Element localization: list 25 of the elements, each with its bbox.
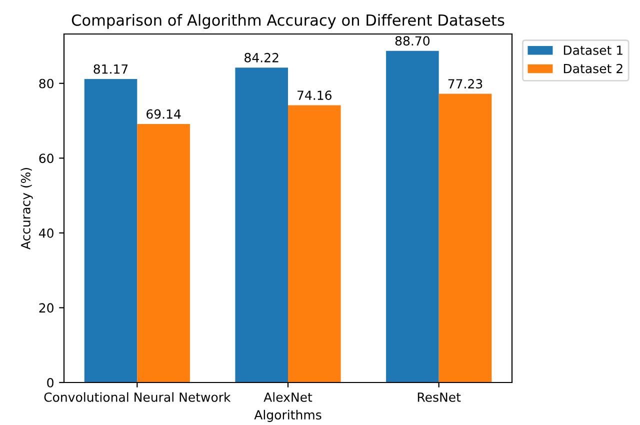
bar [438,94,492,382]
x-axis-title: Algorithms [254,410,322,422]
bar [288,105,341,382]
y-axis-title: Accuracy (%) [20,168,33,250]
data-label: 81.17 [94,64,128,74]
x-tick-label: Convolutional Neural Network [44,392,231,402]
y-tick-label: 60 [39,154,54,164]
bar [84,78,138,382]
data-label: 84.22 [244,52,278,62]
y-tick-label: 20 [39,303,54,313]
data-label: 77.23 [448,79,482,89]
data-label: 74.16 [298,90,332,100]
chart-title: Comparison of Algorithm Accuracy on Different Datasets [72,14,504,29]
y-tick-label: 40 [38,228,54,238]
x-tick-label: AlexNet [264,392,312,402]
data-label: 69.14 [146,109,181,119]
legend-label: Dataset 2 [564,64,622,74]
x-tick-label: ResNet [418,392,461,402]
data-label: 88.70 [395,36,430,46]
y-tick-label: 80 [39,78,54,88]
bar [386,50,439,382]
legend-label: Dataset 1 [564,46,622,55]
bar [137,124,190,382]
y-tick-label: 0 [47,378,54,388]
bar [235,68,288,382]
